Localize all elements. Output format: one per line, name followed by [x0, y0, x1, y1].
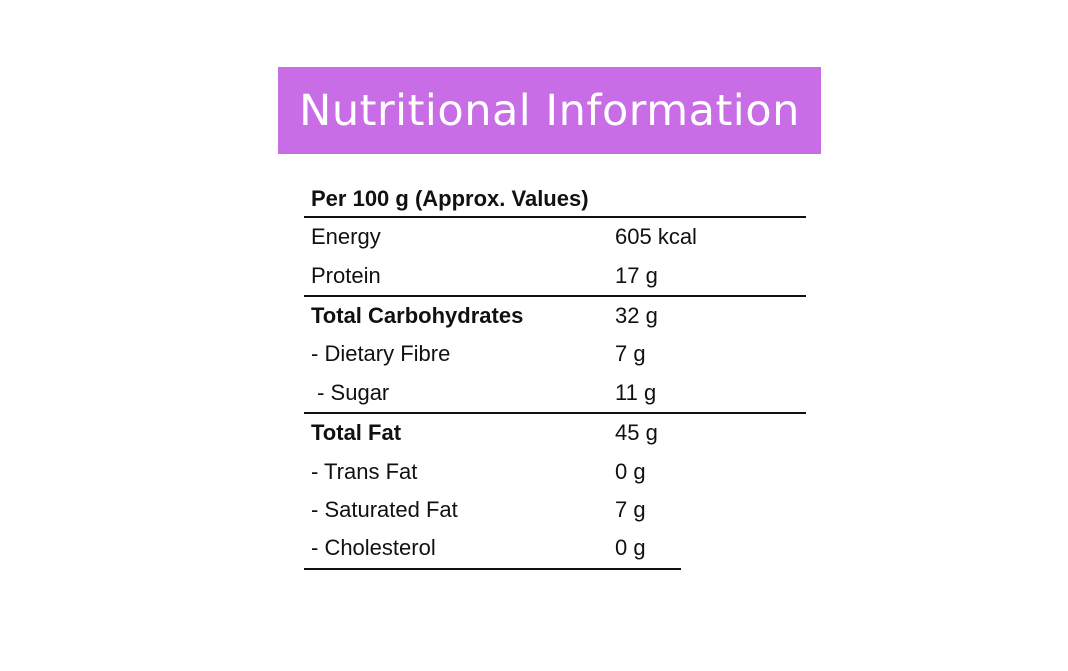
- table-row-energy: Energy 605 kcal: [304, 218, 806, 256]
- nutrient-value: 45 g: [615, 420, 658, 446]
- table-row-dietary-fibre: - Dietary Fibre 7 g: [304, 335, 806, 373]
- nutrient-label: Energy: [311, 224, 381, 250]
- nutrient-label: - Sugar: [311, 379, 390, 405]
- table-row-trans-fat: - Trans Fat 0 g: [304, 452, 806, 490]
- table-header: Per 100 g (Approx. Values): [304, 180, 806, 218]
- nutrient-value: 17 g: [615, 262, 658, 288]
- page-title: Nutritional Information: [299, 85, 800, 136]
- nutrient-label: Protein: [311, 262, 381, 288]
- table-row-total-fat: Total Fat 45 g: [304, 414, 806, 452]
- nutrient-label: - Dietary Fibre: [311, 341, 451, 367]
- table-row-total-carbohydrates: Total Carbohydrates 32 g: [304, 297, 806, 335]
- nutrient-label: Total Carbohydrates: [311, 302, 524, 328]
- title-banner: Nutritional Information: [278, 67, 821, 154]
- nutrition-table: Per 100 g (Approx. Values) Energy 605 kc…: [304, 180, 806, 570]
- nutrient-label: - Trans Fat: [311, 458, 418, 484]
- table-row-sugar: - Sugar 11 g: [304, 374, 806, 412]
- nutrient-value: 0 g: [615, 458, 646, 484]
- nutrient-label: - Cholesterol: [311, 535, 436, 561]
- nutrient-value: 7 g: [615, 496, 646, 522]
- section-divider: [304, 294, 806, 297]
- section-divider: [304, 411, 806, 414]
- table-bottom-rule: [304, 567, 681, 570]
- nutrient-label: - Saturated Fat: [311, 496, 458, 522]
- nutrient-value: 7 g: [615, 341, 646, 367]
- nutrient-label: Total Fat: [311, 420, 402, 446]
- table-row-saturated-fat: - Saturated Fat 7 g: [304, 491, 806, 529]
- nutrient-value: 11 g: [615, 379, 657, 405]
- nutrient-value: 0 g: [615, 535, 646, 561]
- nutrient-value: 605 kcal: [615, 224, 697, 250]
- table-row-cholesterol: - Cholesterol 0 g: [304, 529, 806, 567]
- table-row-protein: Protein 17 g: [304, 256, 806, 294]
- nutrient-value: 32 g: [615, 302, 658, 328]
